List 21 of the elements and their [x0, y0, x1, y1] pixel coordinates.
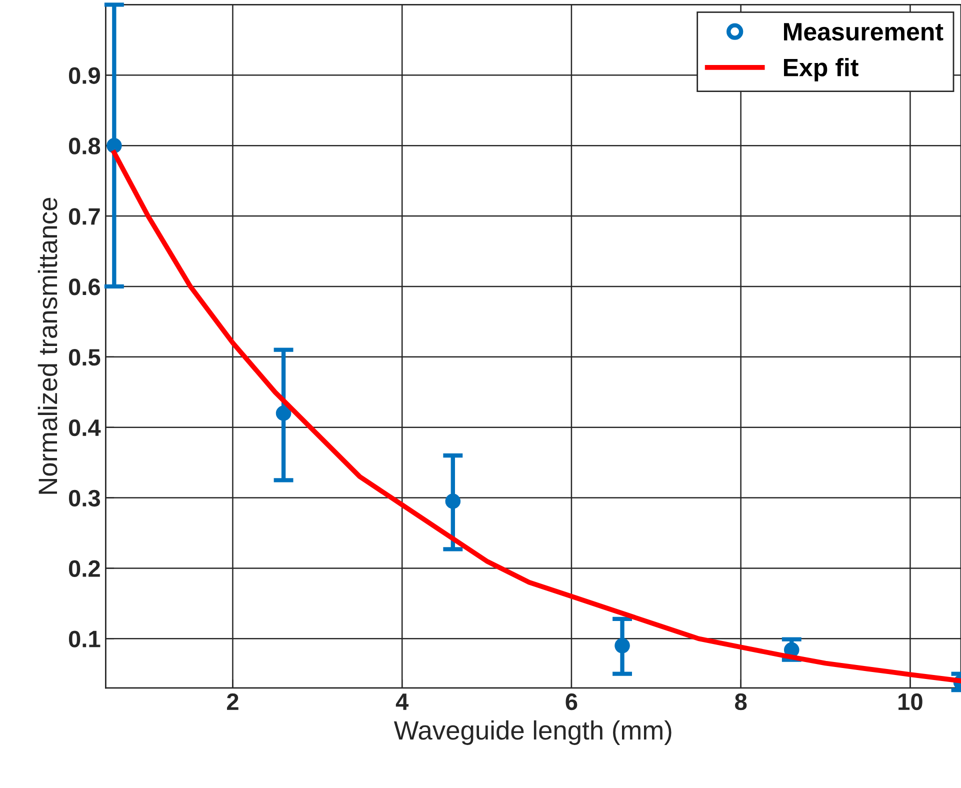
- x-tick-label: 10: [898, 693, 922, 710]
- y-tick-label: 0.1: [68, 630, 100, 648]
- x-tick-label: 6: [566, 693, 578, 710]
- x-axis-title: Waveguide length (mm): [394, 720, 672, 745]
- point: [276, 406, 292, 421]
- legend-label: Measurement: [784, 23, 944, 41]
- legend-label: Exp fit: [784, 58, 858, 82]
- y-tick-label: 0.4: [68, 419, 101, 436]
- y-tick-label: 0.2: [68, 560, 100, 577]
- x-tick-label: 8: [735, 693, 747, 710]
- y-tick-label: 0.6: [68, 278, 100, 296]
- y-tick-label: 0.3: [68, 490, 100, 507]
- point: [614, 638, 630, 654]
- y-tick-label: 0.8: [68, 138, 100, 154]
- point: [445, 494, 461, 509]
- y-tick-label: 0.9: [68, 67, 100, 84]
- y-axis-title: Normalized transmittance: [38, 198, 58, 494]
- y-tick-label: 0.7: [68, 208, 100, 225]
- y-tick-label: 0.5: [68, 348, 100, 366]
- x-tick-label: 2: [226, 693, 238, 710]
- x-tick-label: 4: [396, 694, 409, 710]
